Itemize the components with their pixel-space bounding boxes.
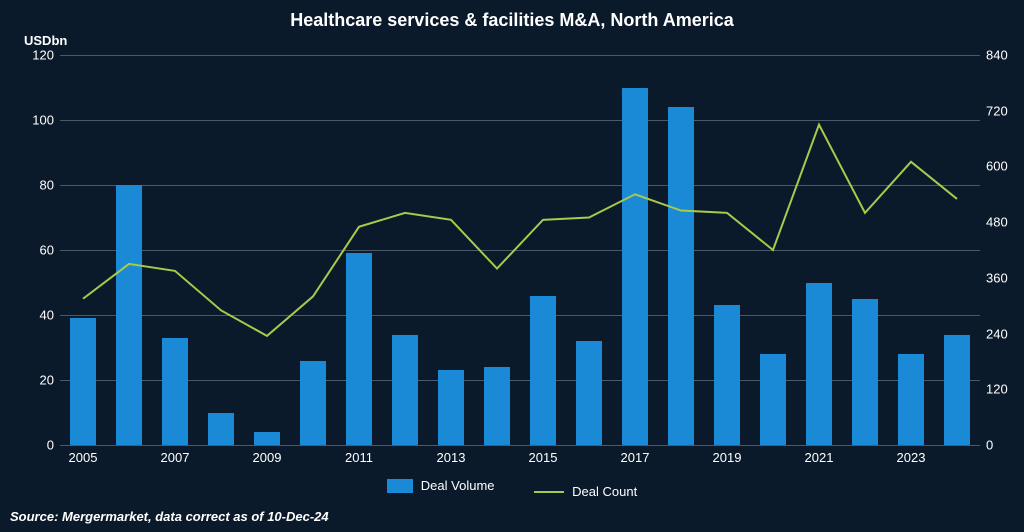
x-tick-label: 2013 bbox=[437, 450, 466, 465]
y-tick-right: 480 bbox=[986, 215, 1020, 230]
x-tick-label: 2007 bbox=[161, 450, 190, 465]
legend-label-count: Deal Count bbox=[572, 484, 637, 499]
x-tick-label: 2021 bbox=[805, 450, 834, 465]
x-tick-label: 2009 bbox=[253, 450, 282, 465]
y-tick-left: 120 bbox=[20, 48, 54, 63]
y-tick-right: 360 bbox=[986, 270, 1020, 285]
y-tick-right: 720 bbox=[986, 103, 1020, 118]
y-tick-right: 120 bbox=[986, 382, 1020, 397]
x-tick-label: 2017 bbox=[621, 450, 650, 465]
legend-item-volume: Deal Volume bbox=[387, 478, 495, 493]
chart-title: Healthcare services & facilities M&A, No… bbox=[0, 10, 1024, 31]
y-tick-left: 0 bbox=[20, 438, 54, 453]
line-series bbox=[60, 55, 980, 445]
y-tick-left: 80 bbox=[20, 178, 54, 193]
legend-swatch-bar bbox=[387, 479, 413, 493]
y-axis-left-label: USDbn bbox=[24, 33, 67, 48]
y-tick-left: 60 bbox=[20, 243, 54, 258]
legend-swatch-line bbox=[534, 491, 564, 493]
x-tick-label: 2015 bbox=[529, 450, 558, 465]
x-tick-label: 2011 bbox=[345, 450, 373, 465]
y-tick-right: 0 bbox=[986, 438, 1020, 453]
plot-area: 0204060801001200120240360480600720840 bbox=[60, 55, 980, 445]
source-text: Source: Mergermarket, data correct as of… bbox=[10, 509, 329, 524]
y-tick-right: 600 bbox=[986, 159, 1020, 174]
y-tick-right: 840 bbox=[986, 48, 1020, 63]
x-tick-label: 2019 bbox=[713, 450, 742, 465]
y-tick-left: 100 bbox=[20, 113, 54, 128]
y-tick-right: 240 bbox=[986, 326, 1020, 341]
x-tick-label: 2023 bbox=[897, 450, 926, 465]
gridline bbox=[60, 445, 980, 446]
legend: Deal Volume Deal Count bbox=[0, 478, 1024, 499]
y-tick-left: 20 bbox=[20, 373, 54, 388]
legend-label-volume: Deal Volume bbox=[421, 478, 495, 493]
legend-item-count: Deal Count bbox=[534, 484, 637, 499]
y-tick-left: 40 bbox=[20, 308, 54, 323]
x-axis-labels: 2005 2007 2009 2011 2013 2015 2017 2019 2021 2023 bbox=[60, 450, 980, 470]
deal-count-line bbox=[83, 125, 957, 336]
x-tick-label: 2005 bbox=[69, 450, 98, 465]
